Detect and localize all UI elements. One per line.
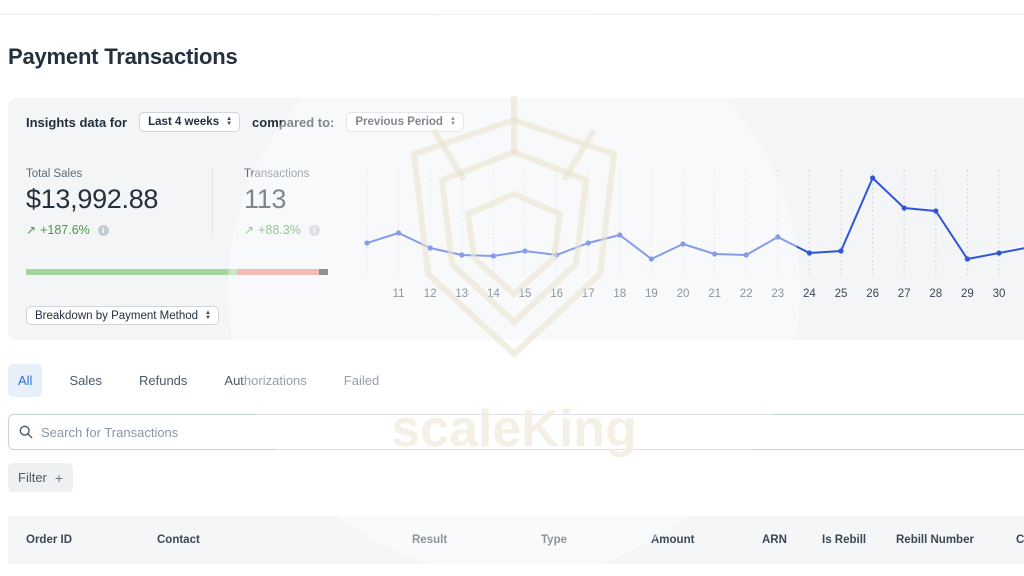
table-header: Order ID Contact Result Type Amount ARN … xyxy=(8,516,1024,564)
x-tick-label: 29 xyxy=(961,288,974,300)
search-icon xyxy=(19,425,33,439)
data-point xyxy=(522,248,528,254)
transactions-label: Transactions xyxy=(244,168,310,180)
breakdown-segment-1 xyxy=(237,269,319,275)
tab-refunds[interactable]: Refunds xyxy=(138,373,188,388)
compare-label: compared to: xyxy=(252,114,335,130)
trend-up-icon: ↗ xyxy=(244,223,255,237)
data-point xyxy=(459,252,465,258)
data-point xyxy=(648,256,654,262)
data-point xyxy=(996,250,1002,256)
x-tick-label: 25 xyxy=(835,288,848,300)
transactions-value: 113 xyxy=(244,184,287,214)
data-point xyxy=(743,252,749,258)
period-select-value: Last 4 weeks xyxy=(148,116,220,128)
transactions-change-value: +88.3% xyxy=(258,223,301,237)
column-amount[interactable]: Amount xyxy=(651,534,695,546)
x-tick-label: 13 xyxy=(455,288,468,300)
column-arn[interactable]: ARN xyxy=(762,534,787,546)
transactions-change: ↗ +88.3% i xyxy=(244,223,320,237)
x-tick-label: 18 xyxy=(613,288,626,300)
column-rebill-number[interactable]: Rebill Number xyxy=(896,534,974,546)
select-caret-icon: ▲ ▼ xyxy=(449,116,456,127)
column-is-rebill[interactable]: Is Rebill xyxy=(822,534,867,546)
x-tick-label: 26 xyxy=(866,288,879,300)
total-sales-value: $13,992.88 xyxy=(26,184,159,214)
series-line xyxy=(366,177,1024,260)
transaction-tabs: All Sales Refunds Authorizations Failed xyxy=(8,364,406,397)
x-tick-label: 15 xyxy=(519,288,532,300)
breakdown-segment-0 xyxy=(26,269,238,275)
compare-select-value: Previous Period xyxy=(355,116,443,128)
data-point xyxy=(396,230,402,236)
column-order-id[interactable]: Order ID xyxy=(26,534,73,546)
tab-sales[interactable]: Sales xyxy=(69,373,102,388)
insights-controls: Insights data for Last 4 weeks ▲ ▼ compar… xyxy=(26,112,464,132)
data-point xyxy=(680,241,686,247)
total-sales-change: ↗ +187.6% i xyxy=(26,223,158,237)
data-point xyxy=(870,175,876,181)
x-tick-label: 24 xyxy=(803,288,816,300)
data-point xyxy=(775,234,781,240)
breakdown-select[interactable]: Breakdown by Payment Method ▲ ▼ xyxy=(26,306,219,325)
x-tick-label: 23 xyxy=(771,288,784,300)
sales-line-chart: 11 12 13 14 15 16 17 18 19 20 21 22 23 24 25 26 27 28 29 30 xyxy=(364,170,1024,300)
data-point xyxy=(964,256,971,262)
select-caret-icon: ▲ ▼ xyxy=(226,116,233,127)
search-box xyxy=(8,414,1024,450)
compare-select[interactable]: Previous Period ▲ ▼ xyxy=(346,112,464,132)
select-caret-icon: ▲ ▼ xyxy=(205,309,211,321)
x-tick-label: 27 xyxy=(898,288,911,300)
breakdown-segment-2 xyxy=(318,269,328,275)
tab-failed[interactable]: Failed xyxy=(343,373,380,388)
data-point xyxy=(712,251,718,257)
insights-label: Insights data for xyxy=(26,114,128,130)
page-title: Payment Transactions xyxy=(8,44,238,69)
stat-divider xyxy=(212,168,213,234)
breakdown-select-value: Breakdown by Payment Method xyxy=(35,309,199,322)
column-type[interactable]: Type xyxy=(541,534,567,546)
period-select[interactable]: Last 4 weeks ▲ ▼ xyxy=(139,112,241,132)
transactions-stat: Transactions 113 ↗ +88.3% i xyxy=(244,168,320,237)
data-point xyxy=(806,250,812,256)
x-tick-label: 16 xyxy=(550,288,563,300)
x-tick-label: 11 xyxy=(393,288,405,300)
total-sales-change-value: +187.6% xyxy=(40,223,90,237)
data-point xyxy=(838,248,844,254)
x-tick-label: 14 xyxy=(487,288,500,300)
data-point xyxy=(490,253,496,259)
x-tick-label: 12 xyxy=(424,288,437,300)
x-tick-label: 20 xyxy=(677,288,690,300)
info-icon[interactable]: i xyxy=(97,224,109,236)
total-sales-stat: Total Sales $13,992.88 ↗ +187.6% i xyxy=(26,168,158,237)
x-tick-label: 30 xyxy=(993,288,1006,300)
tab-all[interactable]: All xyxy=(8,364,43,397)
data-point xyxy=(933,208,939,214)
sales-breakdown-bar xyxy=(26,269,328,275)
data-point xyxy=(554,252,560,258)
x-tick-label: 17 xyxy=(582,288,595,300)
data-point xyxy=(617,232,623,238)
column-result[interactable]: Result xyxy=(412,534,448,546)
total-sales-label: Total Sales xyxy=(26,168,83,180)
plus-icon: + xyxy=(54,469,64,486)
search-input[interactable] xyxy=(41,424,941,440)
column-contact[interactable]: Contact xyxy=(157,534,200,546)
x-tick-label: 22 xyxy=(740,288,753,300)
info-icon[interactable]: i xyxy=(308,224,320,236)
data-point xyxy=(901,205,907,211)
filter-label: Filter xyxy=(18,470,47,485)
filter-button[interactable]: Filter + xyxy=(8,463,74,492)
column-c[interactable]: C xyxy=(1016,534,1024,546)
data-point xyxy=(427,245,433,251)
top-divider xyxy=(0,14,1024,15)
tab-authorizations[interactable]: Authorizations xyxy=(224,373,307,388)
data-point xyxy=(364,240,370,246)
data-point xyxy=(585,240,591,246)
trend-up-icon: ↗ xyxy=(26,223,37,237)
x-tick-label: 21 xyxy=(708,288,721,300)
x-tick-label: 19 xyxy=(645,288,658,300)
x-tick-label: 28 xyxy=(929,288,942,300)
